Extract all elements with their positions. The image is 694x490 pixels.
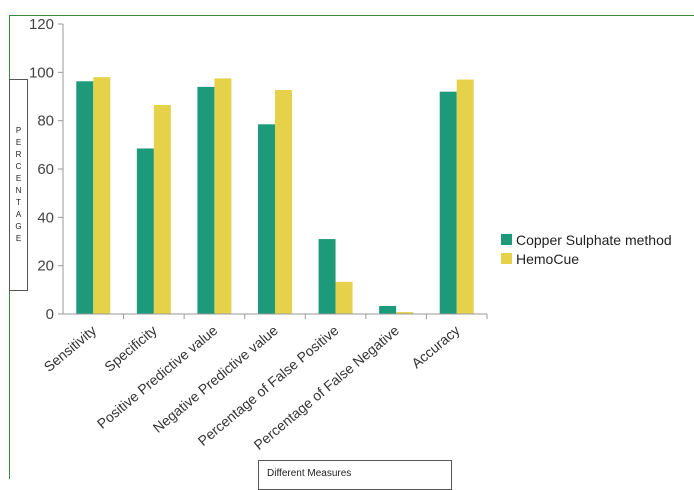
legend-swatch [501,234,512,245]
y-title-letter: C [15,162,22,171]
bar-hemocue [335,281,353,314]
bars-layer [76,77,474,315]
y-tick-label: 20 [37,258,54,275]
y-title-letter: E [15,138,22,147]
bar-copper-sulphate [439,91,457,315]
bar-hemocue [456,79,474,314]
legend: Copper Sulphate method HemoCue [501,232,672,267]
bar-copper-sulphate [136,148,154,314]
y-title-letter: T [16,198,21,207]
legend-label: HemoCue [516,251,579,267]
bar-hemocue [214,78,232,314]
y-title-letter: A [15,210,22,219]
y-tick-label: 40 [37,209,54,226]
bar-copper-sulphate [258,124,275,315]
x-category-label: Sensitivity [41,322,100,375]
bar-copper-sulphate [76,81,94,315]
y-tick-label: 80 [37,113,54,130]
legend-swatch [501,253,512,264]
bar-hemocue [396,312,414,314]
x-category-label: Specificity [101,322,160,375]
bar-hemocue [275,89,292,314]
y-tick-label: 60 [37,161,54,178]
bar-hemocue [153,104,171,314]
x-category-label: Positive Predictive value [94,322,221,432]
y-tick-label: 100 [29,64,54,81]
legend-label: Copper Sulphate method [516,232,672,248]
x-axis-title: Different Measures [258,460,452,490]
bar-chart: 0 20 40 60 80 100 120 Sensitivity SpecificityPo… [29,16,672,453]
y-title-letter: E [15,234,22,243]
y-axis: 0 20 40 60 80 100 120 [29,16,64,323]
bar-copper-sulphate [379,306,397,314]
bar-hemocue [93,77,111,315]
bar-copper-sulphate [197,86,215,314]
y-title-letter: G [15,222,22,231]
y-tick-label: 120 [29,16,54,33]
y-title-letter: R [15,150,22,159]
x-category-label: Accuracy [408,322,462,371]
bar-copper-sulphate [318,239,336,314]
y-title-letter: E [15,174,22,183]
y-title-letter: P [15,126,22,135]
y-tick-label: 0 [46,306,54,323]
y-title-letter: N [15,186,22,195]
